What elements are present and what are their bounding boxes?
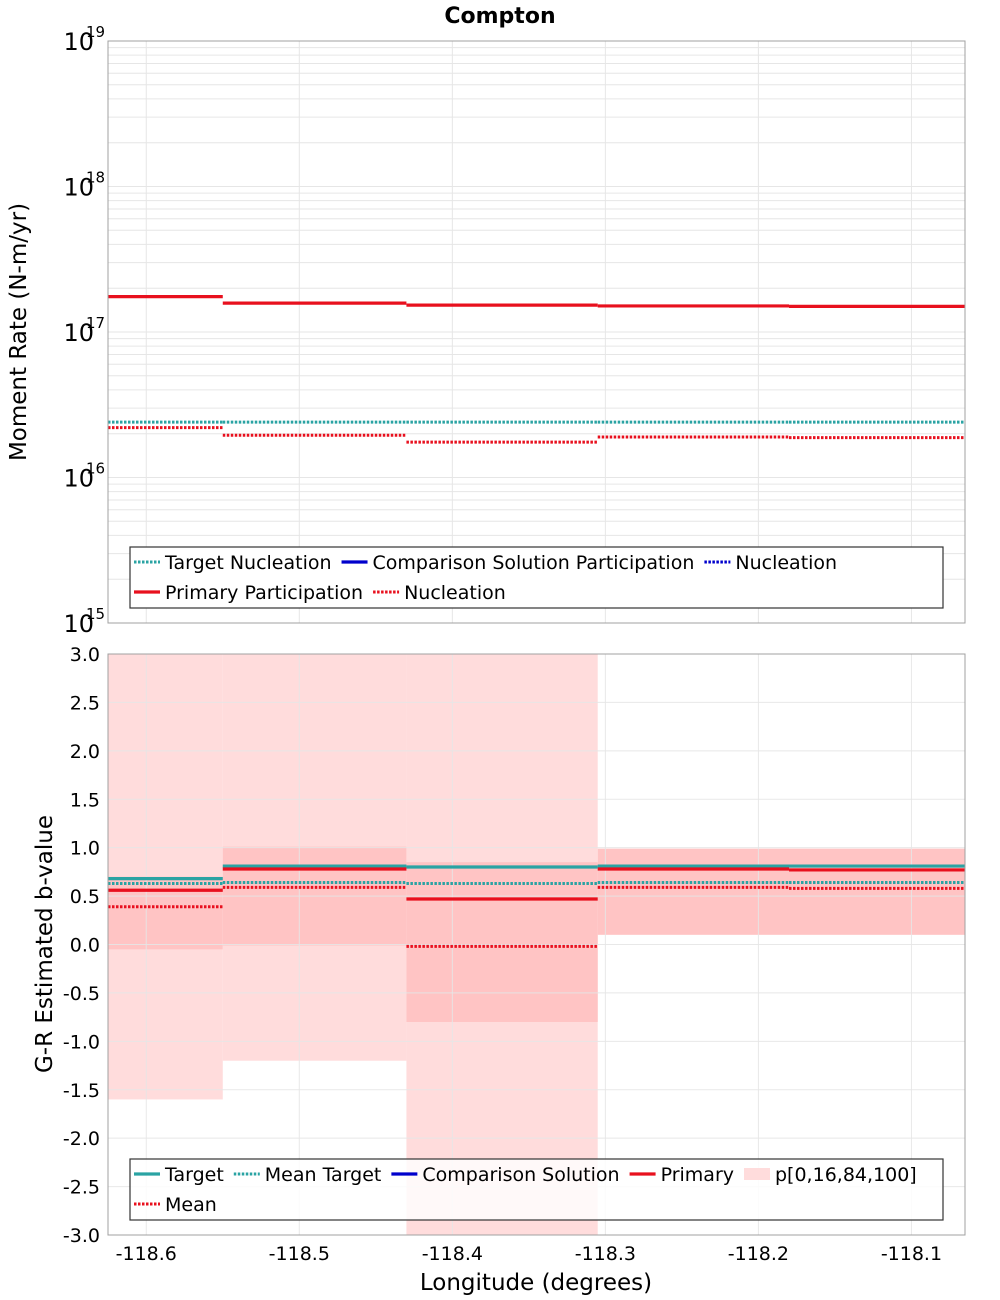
b-value-y-tick-label: -2.0	[63, 1128, 100, 1150]
b-value-y-tick-label: 2.0	[70, 741, 100, 763]
moment-y-tick-label: 10	[63, 28, 94, 56]
band-inner	[406, 862, 598, 1022]
b-value-panel: 3.0 2.5 2.0 1.5 1.0 0.5 0.0 -0.5 -1.0 -1.5 -2.0 -2.…	[32, 644, 966, 1296]
moment-y-tick-label: 10	[63, 319, 94, 347]
b-value-y-tick-label: 3.0	[70, 644, 100, 666]
b-value-y-tick-label: 0.0	[70, 935, 100, 957]
b-value-legend-box	[129, 1158, 944, 1221]
band-inner	[789, 848, 965, 935]
chart-title: Compton	[444, 4, 555, 29]
moment-y-tick-exponent: 17	[86, 314, 105, 332]
moment-legend-box	[129, 546, 944, 609]
b-value-y-tick-label: -0.5	[63, 983, 100, 1005]
b-value-y-tick-label: 1.0	[70, 838, 100, 860]
moment-y-tick-label: 10	[63, 610, 94, 638]
b-value-y-tick-label: 2.5	[70, 692, 100, 714]
band-inner	[597, 848, 790, 935]
legend-label: Primary Participation	[165, 582, 363, 604]
x-tick-label: -118.4	[422, 1243, 483, 1265]
x-tick-label: -118.6	[116, 1243, 177, 1265]
moment-series	[108, 295, 965, 444]
b-value-y-axis-label: G-R Estimated b-value	[32, 815, 58, 1073]
x-tick-label: -118.3	[575, 1243, 636, 1265]
legend-label: Mean	[165, 1194, 217, 1216]
b-value-x-ticks: -118.6 -118.5 -118.4 -118.3 -118.2 -118.1	[116, 1243, 942, 1265]
b-value-y-tick-label: -1.5	[63, 1080, 100, 1102]
b-value-grid	[108, 653, 965, 1236]
moment-plot-frame	[107, 40, 966, 624]
x-tick-label: -118.5	[269, 1243, 330, 1265]
moment-y-tick-exponent: 15	[86, 605, 105, 623]
legend-label: Target Nucleation	[164, 552, 332, 574]
legend-label: Mean Target	[265, 1164, 382, 1186]
x-tick-label: -118.2	[728, 1243, 789, 1265]
b-value-series	[108, 864, 965, 948]
x-tick-label: -118.1	[881, 1243, 942, 1265]
legend-label: Comparison Solution	[422, 1164, 619, 1186]
b-value-plot-frame	[107, 653, 966, 1236]
legend-label: p[0,16,84,100]	[775, 1164, 917, 1186]
moment-legend: Target Nucleation Comparison Solution Par…	[129, 546, 944, 609]
b-value-legend: Target Mean Target Comparison Solution Prim…	[129, 1158, 944, 1221]
legend-label: Comparison Solution Participation	[373, 552, 695, 574]
b-value-y-tick-label: -1.0	[63, 1031, 100, 1053]
moment-y-tick-label: 10	[63, 174, 94, 202]
x-axis-label: Longitude (degrees)	[420, 1270, 652, 1296]
legend-label: Target	[164, 1164, 224, 1186]
legend-swatch-band	[744, 1168, 770, 1180]
b-value-y-ticks: 3.0 2.5 2.0 1.5 1.0 0.5 0.0 -0.5 -1.0 -1.5 -2.0 -2.…	[63, 644, 100, 1247]
b-value-y-tick-label: 0.5	[70, 886, 100, 908]
legend-label: Primary	[661, 1164, 734, 1186]
moment-y-tick-label: 10	[63, 465, 94, 493]
moment-y-tick-exponent: 16	[86, 460, 105, 478]
legend-label: Nucleation	[404, 582, 506, 604]
b-value-y-tick-label: -2.5	[63, 1177, 100, 1199]
moment-y-tick-exponent: 19	[86, 23, 105, 41]
b-value-y-tick-label: -3.0	[63, 1225, 100, 1247]
band-inner	[108, 876, 223, 950]
legend-label: Nucleation	[735, 552, 837, 574]
b-value-y-tick-label: 1.5	[70, 789, 100, 811]
moment-y-axis-label: Moment Rate (N-m/yr)	[6, 203, 32, 461]
moment-y-tick-exponent: 18	[86, 169, 105, 187]
